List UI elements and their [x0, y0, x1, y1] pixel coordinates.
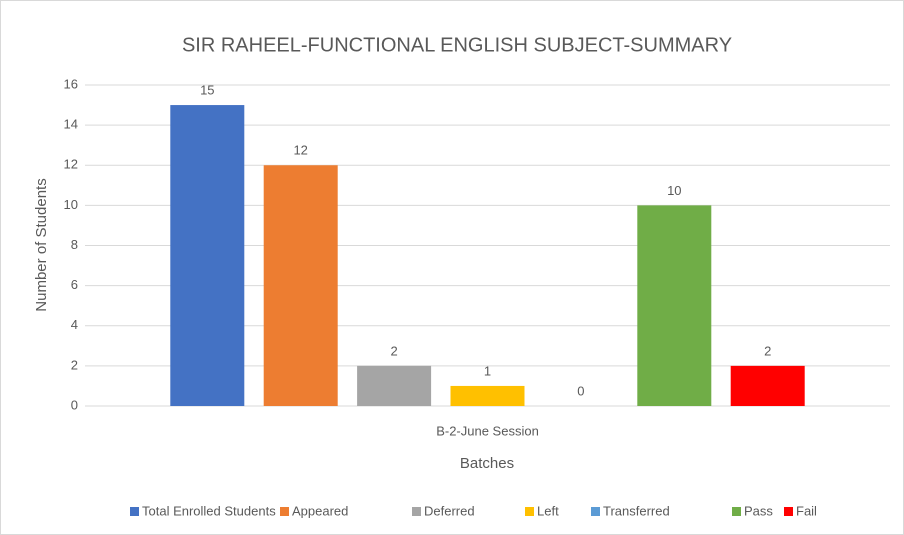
legend-swatch — [280, 507, 289, 516]
data-label: 2 — [390, 343, 397, 358]
bar — [730, 365, 805, 406]
legend-swatch — [784, 507, 793, 516]
legend-label: Left — [537, 503, 559, 518]
legend-label: Appeared — [292, 503, 348, 518]
y-tick-label: 8 — [71, 237, 78, 252]
legend-swatch — [525, 507, 534, 516]
y-tick-label: 14 — [64, 117, 78, 132]
bar — [263, 165, 338, 406]
legend-swatch — [130, 507, 139, 516]
data-label: 1 — [484, 363, 491, 378]
y-tick-label: 10 — [64, 197, 78, 212]
bar — [170, 105, 245, 406]
legend-label: Transferred — [603, 503, 670, 518]
bar — [357, 365, 432, 406]
x-tick-label: B-2-June Session — [436, 423, 539, 438]
data-label: 2 — [764, 343, 771, 358]
legend-label: Deferred — [424, 503, 475, 518]
bar — [450, 385, 525, 406]
y-axis-label: Number of Students — [33, 178, 50, 311]
legend-label: Total Enrolled Students — [142, 503, 276, 518]
y-tick-label: 0 — [71, 397, 78, 412]
x-axis-label: Batches — [460, 455, 514, 472]
data-label: 10 — [667, 183, 681, 198]
y-tick-label: 6 — [71, 277, 78, 292]
legend-swatch — [412, 507, 421, 516]
y-tick-label: 16 — [64, 76, 78, 91]
legend-swatch — [732, 507, 741, 516]
data-label: 0 — [577, 383, 584, 398]
chart-title: SIR RAHEEL-FUNCTIONAL ENGLISH SUBJECT-SU… — [182, 34, 732, 56]
legend-label: Pass — [744, 503, 773, 518]
y-tick-label: 4 — [71, 317, 78, 332]
data-label: 12 — [293, 143, 307, 158]
y-tick-label: 12 — [64, 157, 78, 172]
legend-swatch — [591, 507, 600, 516]
y-tick-label: 2 — [71, 357, 78, 372]
bar — [637, 205, 712, 406]
data-label: 15 — [200, 83, 214, 98]
legend-label: Fail — [796, 503, 817, 518]
